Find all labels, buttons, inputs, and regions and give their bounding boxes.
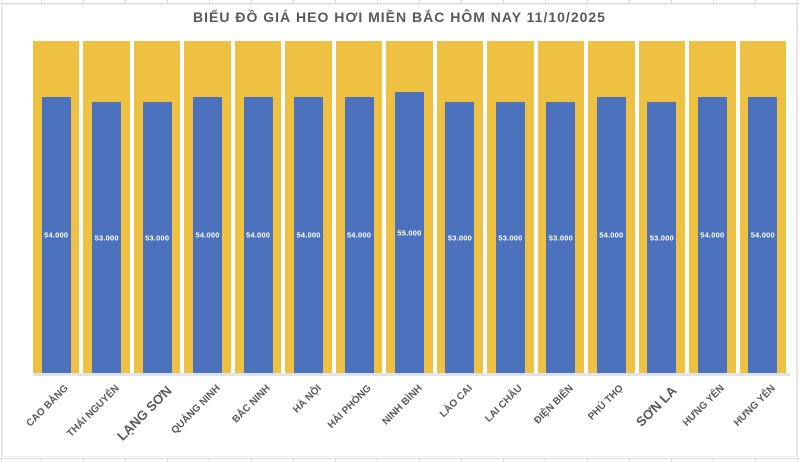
baseline-strip xyxy=(33,373,790,376)
bar-value-label: 54.000 xyxy=(44,230,69,240)
bar: 54.000 xyxy=(344,97,374,373)
bar: 54.000 xyxy=(193,97,223,373)
sheet-gridline-top xyxy=(0,3,800,4)
bar-value-label: 53.000 xyxy=(447,233,472,243)
bar: 53.000 xyxy=(142,102,172,373)
bar-value-label: 53.000 xyxy=(649,233,674,243)
bar: 54.000 xyxy=(294,97,324,373)
bar: 54.000 xyxy=(596,97,626,373)
sheet-gridline-bottom xyxy=(0,458,800,459)
plot-area: 54.000 53.000 53.000 54.000 54.000 54.000 54.0… xyxy=(33,41,790,376)
bar-slot: 53.000 xyxy=(537,41,588,373)
bar-value-label: 55.000 xyxy=(397,228,422,238)
chart-frame: BIỂU ĐỒ GIÁ HEO HƠI MIỀN BẮC HÔM NAY 11/… xyxy=(2,4,797,457)
bar-slot: 54.000 xyxy=(234,41,285,373)
sheet-gridline-left xyxy=(1,0,2,462)
bar: 54.000 xyxy=(697,97,727,373)
bar-slot: 53.000 xyxy=(133,41,184,373)
bar-slot: 54.000 xyxy=(739,41,790,373)
bar-slot: 54.000 xyxy=(285,41,335,373)
bar: 53.000 xyxy=(92,102,122,373)
bar-slot: 54.000 xyxy=(184,41,234,373)
bar: 53.000 xyxy=(445,102,475,373)
bar-value-label: 54.000 xyxy=(195,230,220,240)
bar-slot: 53.000 xyxy=(638,41,689,373)
bar-value-label: 53.000 xyxy=(548,233,573,243)
sheet-gridline-ticks-bottom xyxy=(0,459,800,462)
sheet-gridline-right xyxy=(797,0,798,462)
bar-slot: 54.000 xyxy=(588,41,638,373)
bar-value-label: 54.000 xyxy=(700,230,725,240)
bar-value-label: 53.000 xyxy=(145,233,170,243)
bar-value-label: 54.000 xyxy=(296,230,321,240)
bar: 53.000 xyxy=(495,102,525,373)
chart-title: BIỂU ĐỒ GIÁ HEO HƠI MIỀN BẮC HÔM NAY 11/… xyxy=(193,9,606,25)
bar-slot: 55.000 xyxy=(386,41,436,373)
bar-value-label: 53.000 xyxy=(498,233,523,243)
bar-slot: 53.000 xyxy=(487,41,537,373)
bar-value-label: 54.000 xyxy=(246,230,271,240)
bar-slot: 54.000 xyxy=(335,41,386,373)
bar-value-label: 53.000 xyxy=(94,233,119,243)
bar-slot: 54.000 xyxy=(689,41,739,373)
bar-slot: 54.000 xyxy=(33,41,83,373)
bar: 55.000 xyxy=(394,92,424,373)
bar: 54.000 xyxy=(41,97,71,373)
sheet-gridline-ticks-top xyxy=(0,0,800,3)
bar: 54.000 xyxy=(748,97,778,373)
bar: 54.000 xyxy=(243,97,273,373)
bar: 53.000 xyxy=(546,102,576,373)
bar-slot: 53.000 xyxy=(436,41,487,373)
bar-value-label: 54.000 xyxy=(750,230,775,240)
bar-value-label: 54.000 xyxy=(599,230,624,240)
bar: 53.000 xyxy=(647,102,677,373)
bar-slot: 53.000 xyxy=(83,41,133,373)
bar-value-label: 54.000 xyxy=(346,230,372,240)
